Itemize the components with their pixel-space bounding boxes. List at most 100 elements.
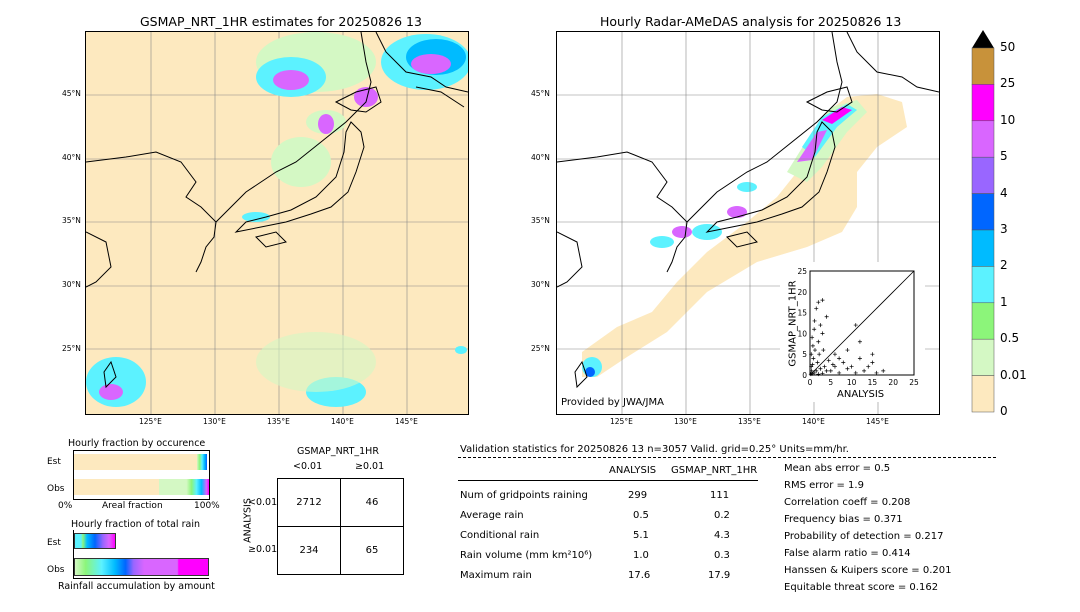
validation-row-a: 299 bbox=[628, 490, 648, 501]
validation-underline bbox=[458, 480, 758, 481]
validation-row-label: Conditional rain bbox=[460, 530, 540, 541]
occurence-title: Hourly fraction by occurence bbox=[68, 438, 206, 449]
colorbar-label: 4 bbox=[1000, 185, 1008, 200]
colorbar-segment bbox=[971, 266, 995, 304]
score-line: RMS error = 1.9 bbox=[784, 480, 864, 491]
right-lat-45: 45°N bbox=[531, 89, 550, 98]
scatter-xtick: 5 bbox=[828, 378, 833, 387]
colorbar-extend-arrow bbox=[972, 30, 994, 48]
scatter-point bbox=[814, 368, 819, 373]
scatter-point bbox=[811, 356, 816, 361]
scatter-point bbox=[866, 364, 871, 369]
validation-row-label: Average rain bbox=[460, 510, 524, 521]
validation-row-label: Maximum rain bbox=[460, 570, 532, 581]
left-lon-130: 130°E bbox=[203, 417, 226, 426]
occurence-obs-bar bbox=[74, 479, 159, 495]
validation-row-a: 5.1 bbox=[633, 530, 649, 541]
scatter-xtick: 20 bbox=[888, 378, 898, 387]
score-line: Equitable threat score = 0.162 bbox=[784, 582, 939, 593]
scatter-point bbox=[857, 356, 862, 361]
total-obs-bar bbox=[74, 558, 209, 576]
scatter-point bbox=[809, 364, 814, 369]
occurence-est-label: Est bbox=[47, 457, 61, 467]
right-lon-145: 145°E bbox=[866, 417, 889, 426]
colorbar-label: 0.5 bbox=[1000, 331, 1020, 346]
scatter-point bbox=[820, 298, 825, 303]
scatter-ytick: 15 bbox=[797, 309, 807, 318]
colorbar-label: 50 bbox=[1000, 40, 1016, 54]
scatter-xtick: 15 bbox=[868, 378, 878, 387]
contingency-cell-11: 65 bbox=[340, 526, 404, 575]
total-chart bbox=[73, 530, 209, 579]
colorbar-segment bbox=[971, 375, 995, 413]
left-lon-135: 135°E bbox=[267, 417, 290, 426]
colorbar-label: 5 bbox=[1000, 149, 1008, 164]
scatter-point bbox=[815, 360, 820, 365]
scatter-xtick: 0 bbox=[808, 378, 813, 387]
scatter-point bbox=[816, 372, 821, 377]
occurence-obs-bar-rain bbox=[159, 479, 209, 495]
occurence-x-right: 100% bbox=[194, 501, 220, 511]
colorbar-segment bbox=[971, 338, 995, 376]
scatter-point bbox=[830, 362, 835, 367]
scatter-point bbox=[812, 318, 817, 323]
right-lon-125: 125°E bbox=[610, 417, 633, 426]
left-lat-40: 40°N bbox=[62, 153, 81, 162]
contingency-cell-01: 46 bbox=[340, 478, 404, 527]
validation-row-g: 4.3 bbox=[714, 530, 730, 541]
scatter-point bbox=[820, 331, 825, 336]
scatter-xlabel: ANALYSIS bbox=[837, 389, 885, 400]
scatter-point bbox=[845, 348, 850, 353]
colorbar-label: 1 bbox=[1000, 294, 1008, 309]
validation-row-label: Num of gridpoints raining bbox=[460, 490, 588, 501]
scatter-point bbox=[853, 370, 858, 375]
scatter-point bbox=[874, 370, 879, 375]
scatter-point bbox=[812, 327, 817, 332]
scatter-point bbox=[812, 348, 817, 353]
colorbar-label: 2 bbox=[1000, 258, 1008, 273]
score-line: Frequency bias = 0.371 bbox=[784, 514, 903, 525]
occurence-x-left: 0% bbox=[58, 501, 73, 511]
validation-row-g: 0.3 bbox=[714, 550, 730, 561]
left-lat-30: 30°N bbox=[62, 280, 81, 289]
right-map-rain bbox=[582, 94, 907, 377]
validation-row-label: Rain volume (mm km²10⁶) bbox=[460, 550, 593, 561]
occurence-est-bar bbox=[74, 454, 203, 470]
provider-credit: Provided by JWA/JMA bbox=[561, 397, 664, 408]
scatter-point bbox=[808, 372, 813, 377]
occurence-est-bar-rain bbox=[197, 454, 207, 470]
contingency-col-1: ≥0.01 bbox=[355, 461, 385, 472]
scatter-point bbox=[853, 323, 858, 328]
scatter-point bbox=[818, 366, 823, 371]
total-caption: Rainfall accumulation by amount bbox=[58, 581, 215, 592]
validation-row-a: 17.6 bbox=[628, 570, 651, 581]
scatter-point bbox=[881, 368, 886, 373]
colorbar-segment bbox=[971, 229, 995, 267]
colorbar-segment bbox=[971, 156, 995, 194]
total-title: Hourly fraction of total rain bbox=[71, 519, 200, 530]
contingency-row-1: ≥0.01 bbox=[248, 544, 278, 555]
colorbar-label: 25 bbox=[1000, 76, 1016, 91]
scatter-xtick: 10 bbox=[847, 378, 857, 387]
total-est-label: Est bbox=[47, 538, 61, 548]
scatter-ytick: 25 bbox=[797, 267, 807, 276]
score-line: Correlation coeff = 0.208 bbox=[784, 497, 911, 508]
scatter-point bbox=[816, 339, 821, 344]
right-lon-130: 130°E bbox=[674, 417, 697, 426]
scatter-point bbox=[826, 358, 831, 363]
scatter-ytick: 5 bbox=[802, 350, 807, 359]
scatter-point bbox=[809, 352, 814, 357]
left-lon-145: 145°E bbox=[395, 417, 418, 426]
scatter-point bbox=[857, 339, 862, 344]
right-lat-35: 35°N bbox=[531, 216, 550, 225]
validation-row-a: 1.0 bbox=[633, 550, 649, 561]
colorbar bbox=[971, 30, 995, 413]
scatter-point bbox=[821, 348, 826, 353]
scatter-point bbox=[824, 368, 829, 373]
contingency-col-0: <0.01 bbox=[293, 461, 323, 472]
left-lat-35: 35°N bbox=[62, 216, 81, 225]
colorbar-label: 3 bbox=[1000, 222, 1008, 236]
validation-row-a: 0.5 bbox=[633, 510, 649, 521]
left-map bbox=[85, 31, 469, 415]
validation-row-g: 17.9 bbox=[708, 570, 731, 581]
